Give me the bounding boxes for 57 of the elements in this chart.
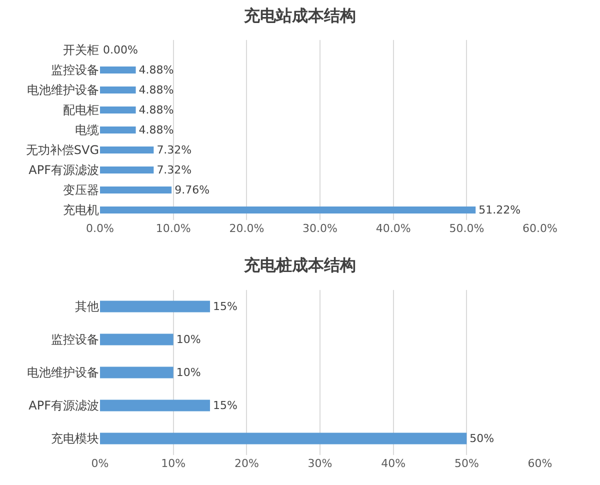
data-label: 0.00% bbox=[103, 44, 138, 56]
y-tick-label: APF有源滤波 bbox=[28, 163, 99, 178]
data-label: 50% bbox=[470, 432, 494, 446]
x-tick-label: 50.0% bbox=[449, 222, 484, 235]
y-tick-label: 电缆 bbox=[75, 123, 99, 138]
data-label: 4.88% bbox=[138, 64, 174, 76]
y-tick-label: 电池维护设备 bbox=[27, 366, 99, 380]
data-label: 4.88% bbox=[138, 84, 174, 96]
bar bbox=[100, 106, 136, 114]
x-tick-label: 40% bbox=[381, 457, 406, 470]
chart-title: 充电桩成本结构 bbox=[243, 256, 356, 275]
x-tick-label: 60% bbox=[528, 457, 552, 470]
x-tick-label: 10% bbox=[161, 457, 186, 470]
chart-title: 充电站成本结构 bbox=[243, 6, 356, 26]
x-tick-label: 0% bbox=[91, 457, 109, 470]
x-tick-label: 50% bbox=[454, 457, 479, 470]
y-tick-label: 充电模块 bbox=[51, 432, 99, 446]
y-tick-label: 监控设备 bbox=[51, 332, 99, 347]
y-tick-label: 监控设备 bbox=[51, 63, 99, 78]
bar bbox=[100, 334, 174, 346]
data-label: 10% bbox=[176, 332, 201, 346]
y-tick-label: 其他 bbox=[75, 300, 99, 314]
y-tick-label: 开关柜 bbox=[63, 43, 99, 58]
data-label: 4.88% bbox=[138, 124, 174, 136]
data-label: 7.32% bbox=[156, 144, 192, 156]
y-tick-label: 电池维护设备 bbox=[27, 83, 99, 98]
data-label: 51.22% bbox=[478, 204, 521, 216]
bar bbox=[100, 146, 154, 154]
x-tick-label: 60.0% bbox=[522, 222, 558, 235]
data-label: 10% bbox=[176, 366, 201, 379]
x-tick-label: 30.0% bbox=[302, 222, 338, 235]
bar bbox=[100, 126, 136, 134]
x-tick-label: 40.0% bbox=[376, 222, 411, 235]
y-tick-label: APF有源滤波 bbox=[28, 398, 99, 413]
bar bbox=[100, 400, 210, 412]
y-tick-label: 变压器 bbox=[63, 183, 99, 198]
data-label: 9.76% bbox=[174, 184, 210, 196]
data-label: 7.32% bbox=[156, 164, 192, 176]
x-tick-label: 10.0% bbox=[156, 222, 191, 235]
x-tick-label: 20% bbox=[234, 457, 259, 470]
data-label: 15% bbox=[213, 300, 238, 314]
bar bbox=[100, 206, 476, 214]
bar bbox=[100, 366, 174, 378]
data-label: 15% bbox=[213, 399, 238, 412]
bar bbox=[100, 86, 136, 94]
x-tick-label: 20.0% bbox=[229, 222, 264, 235]
y-tick-label: 充电机 bbox=[63, 203, 99, 218]
bar bbox=[100, 432, 467, 444]
x-tick-label: 0.0% bbox=[86, 222, 114, 235]
bar bbox=[100, 300, 210, 312]
bar bbox=[100, 186, 172, 194]
x-tick-label: 30% bbox=[308, 457, 332, 470]
y-tick-label: 配电柜 bbox=[63, 103, 99, 118]
data-label: 4.88% bbox=[138, 104, 174, 116]
bar bbox=[100, 166, 154, 174]
bar bbox=[100, 66, 136, 74]
y-tick-label: 无功补偿SVG bbox=[26, 143, 99, 158]
